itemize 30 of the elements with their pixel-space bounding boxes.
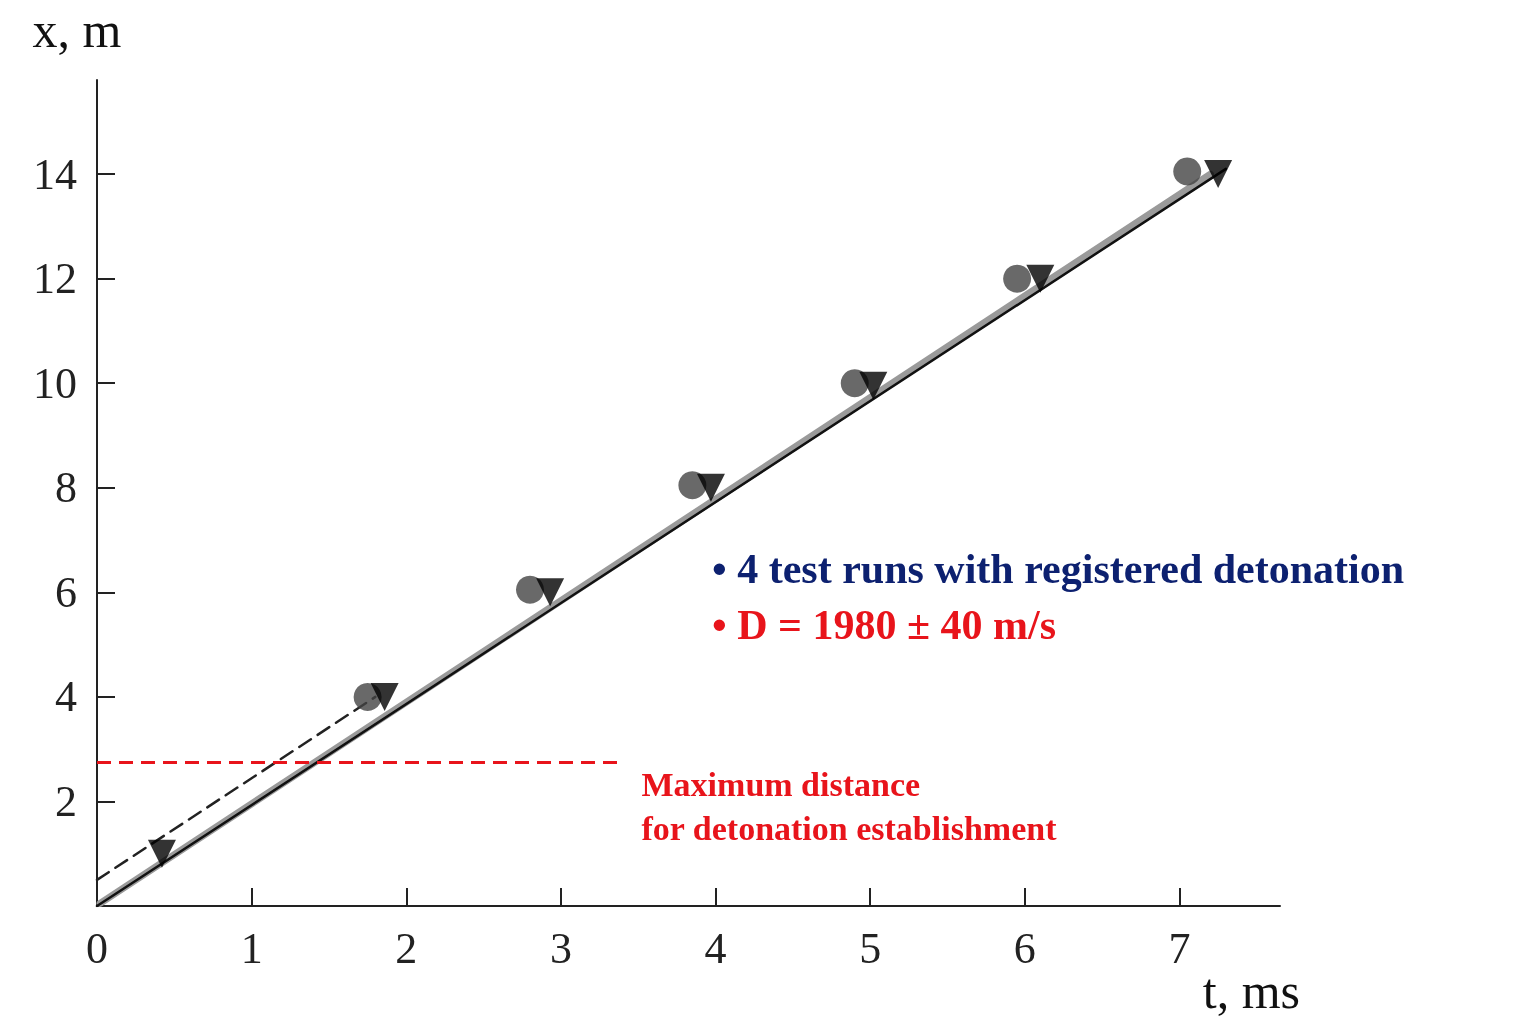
x-tick-label: 7 xyxy=(1168,923,1191,973)
y-tick-label: 8 xyxy=(55,463,77,513)
y-tick-label: 4 xyxy=(55,672,77,722)
point xyxy=(859,371,888,400)
point xyxy=(1173,157,1202,186)
x-tick-label: 4 xyxy=(704,923,727,973)
annotation: • 4 test runs with registered detonation xyxy=(712,546,1405,592)
x-tick-label: 0 xyxy=(86,923,108,973)
point xyxy=(516,575,544,604)
point xyxy=(147,839,176,868)
y-tick-label: 6 xyxy=(55,567,77,617)
x-tick-label: 3 xyxy=(549,923,572,973)
point xyxy=(1026,264,1055,293)
point xyxy=(536,578,565,607)
point xyxy=(370,682,399,711)
y-tick-label: 12 xyxy=(33,254,77,304)
x-tick-label: 6 xyxy=(1013,923,1036,973)
x-axis-title: t, ms xyxy=(1202,963,1300,1019)
point xyxy=(1003,264,1032,293)
annotation: • D = 1980 ± 40 m/s xyxy=(712,602,1057,648)
y-tick-label: 14 xyxy=(33,149,77,199)
point xyxy=(1204,160,1233,189)
point xyxy=(696,473,725,502)
x-tick-label: 1 xyxy=(240,923,263,973)
y-tick-label: 10 xyxy=(33,358,77,408)
y-tick-label: 2 xyxy=(55,776,77,826)
x-tick-label: 5 xyxy=(859,923,882,973)
x-tick-label: 2 xyxy=(395,923,418,973)
ref-line-label: Maximum distance for detonation establishment xyxy=(641,765,1058,847)
y-axis-title: x, m xyxy=(32,2,122,58)
